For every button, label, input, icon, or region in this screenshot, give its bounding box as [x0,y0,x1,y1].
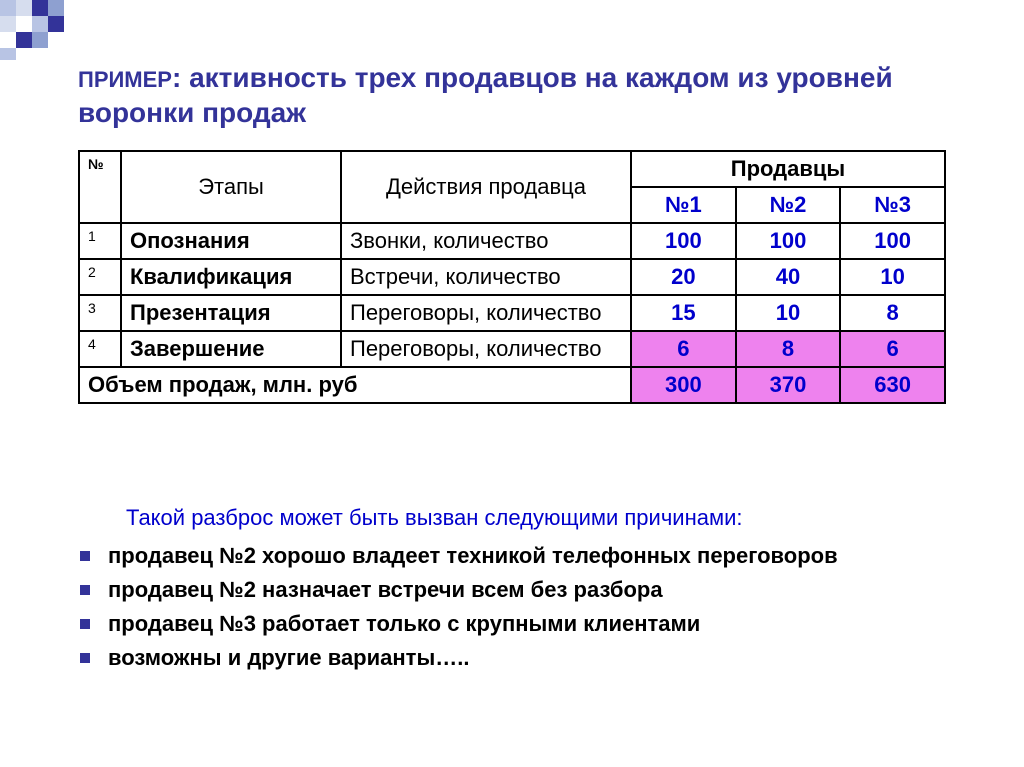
totals-value: 630 [840,367,945,403]
deco-square [32,16,48,32]
deco-square [32,32,48,48]
col-header-seller-3: №3 [840,187,945,223]
bullet-item: продавец №2 назначает встречи всем без р… [78,573,958,607]
title-rest: : активность трех продавцов на каждом из… [78,62,893,128]
deco-square [0,48,16,60]
value-cell: 100 [840,223,945,259]
stage-cell: Завершение [121,331,341,367]
row-number: 2 [79,259,121,295]
value-cell: 6 [840,331,945,367]
footer-lead: Такой разброс может быть вызван следующи… [126,505,958,531]
bullet-item: продавец №2 хорошо владеет техникой теле… [78,539,958,573]
col-header-stage: Этапы [121,151,341,223]
deco-square [48,0,64,16]
stage-cell: Презентация [121,295,341,331]
title-prefix: ПРИМЕР [78,67,172,92]
col-header-action: Действия продавца [341,151,631,223]
totals-value: 370 [736,367,841,403]
row-number: 4 [79,331,121,367]
action-cell: Звонки, количество [341,223,631,259]
value-cell: 6 [631,331,736,367]
stage-cell: Квалификация [121,259,341,295]
bullet-item: возможны и другие варианты….. [78,641,958,675]
value-cell: 40 [736,259,841,295]
slide-title: ПРИМЕР: активность трех продавцов на каж… [78,60,958,130]
value-cell: 20 [631,259,736,295]
deco-square [16,0,32,16]
footer-block: Такой разброс может быть вызван следующи… [78,505,958,675]
value-cell: 8 [736,331,841,367]
table-row: 4ЗавершениеПереговоры, количество686 [79,331,945,367]
value-cell: 100 [631,223,736,259]
deco-square [48,16,64,32]
table-body: 1ОпознанияЗвонки, количество1001001002Кв… [79,223,945,403]
action-cell: Переговоры, количество [341,295,631,331]
action-cell: Встречи, количество [341,259,631,295]
col-header-num: № [79,151,121,223]
corner-decoration [0,0,120,60]
action-cell: Переговоры, количество [341,331,631,367]
col-header-seller-2: №2 [736,187,841,223]
deco-square [16,32,32,48]
value-cell: 10 [736,295,841,331]
col-header-sellers: Продавцы [631,151,945,187]
totals-label: Объем продаж, млн. руб [79,367,631,403]
row-number: 3 [79,295,121,331]
stage-cell: Опознания [121,223,341,259]
main-table-wrapper: № Этапы Действия продавца Продавцы №1 №2… [78,150,946,404]
deco-square [0,0,16,16]
value-cell: 15 [631,295,736,331]
table-row: 2КвалификацияВстречи, количество204010 [79,259,945,295]
totals-row: Объем продаж, млн. руб300370630 [79,367,945,403]
value-cell: 10 [840,259,945,295]
table-row: 1ОпознанияЗвонки, количество100100100 [79,223,945,259]
footer-bullet-list: продавец №2 хорошо владеет техникой теле… [78,539,958,675]
bullet-item: продавец №3 работает только с крупными к… [78,607,958,641]
value-cell: 8 [840,295,945,331]
row-number: 1 [79,223,121,259]
sales-funnel-table: № Этапы Действия продавца Продавцы №1 №2… [78,150,946,404]
totals-value: 300 [631,367,736,403]
deco-square [32,0,48,16]
col-header-seller-1: №1 [631,187,736,223]
table-row: 3ПрезентацияПереговоры, количество15108 [79,295,945,331]
deco-square [0,16,16,32]
value-cell: 100 [736,223,841,259]
